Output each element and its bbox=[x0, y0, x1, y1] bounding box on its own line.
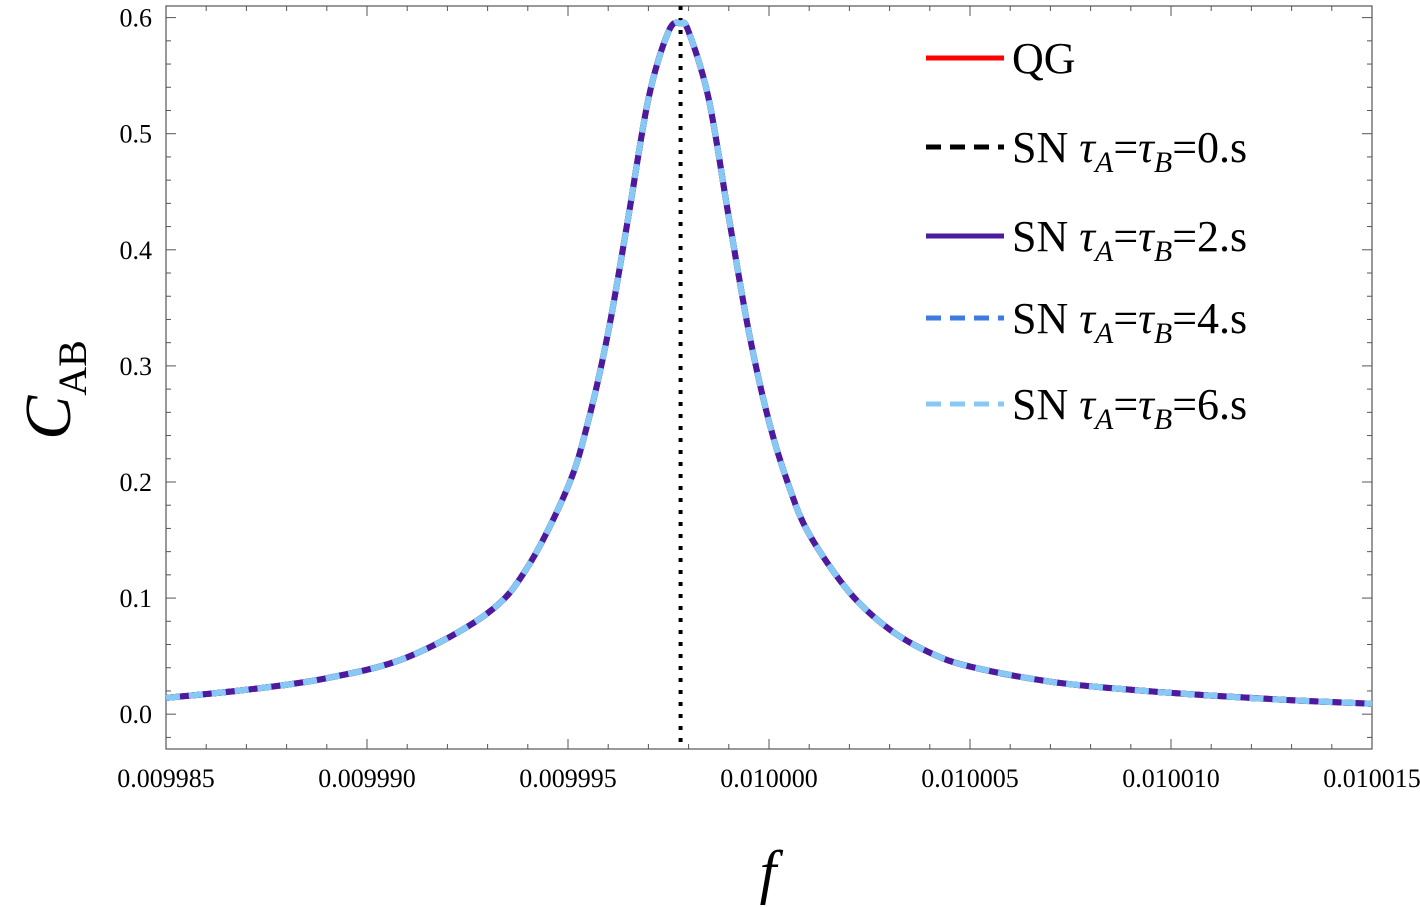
y-tick-label: 0.4 bbox=[120, 236, 153, 265]
x-tick-label: 0.010005 bbox=[921, 764, 1019, 793]
axes: 0.009985 0.009990 0.009995 0.010000 0.010005… bbox=[117, 4, 1420, 793]
legend: QG SN τA=τB=0.s SN τA=τB=2.s SN τA=τB=4.s SN… bbox=[926, 34, 1247, 436]
x-tick-label: 0.009990 bbox=[318, 764, 416, 793]
legend-label-3: SN τA=τB=4.s bbox=[1012, 294, 1247, 350]
x-tick-label: 0.010010 bbox=[1122, 764, 1220, 793]
plot-frame bbox=[165, 5, 1373, 750]
x-tick-label: 0.010015 bbox=[1323, 764, 1420, 793]
y-tick-label: 0.5 bbox=[120, 120, 153, 149]
series-lines bbox=[165, 19, 1373, 707]
legend-label-4: SN τA=τB=6.s bbox=[1012, 380, 1247, 436]
svg-text:CAB: CAB bbox=[12, 340, 95, 440]
y-tick-label: 0.3 bbox=[120, 352, 153, 381]
y-tick-label: 0.1 bbox=[120, 584, 153, 613]
legend-label-2: SN τA=τB=2.s bbox=[1012, 212, 1247, 268]
legend-label-0: QG bbox=[1012, 34, 1076, 83]
x-tick-label: 0.009985 bbox=[117, 764, 215, 793]
legend-label-1: SN τA=τB=0.s bbox=[1012, 123, 1247, 179]
y-tick-label: 0.0 bbox=[120, 700, 153, 729]
series-line-4 bbox=[165, 19, 1373, 707]
x-axis-title: f bbox=[760, 839, 784, 905]
x-tick-label: 0.010000 bbox=[720, 764, 818, 793]
x-tick-label: 0.009995 bbox=[519, 764, 617, 793]
y-axis-title-group: CAB bbox=[12, 340, 95, 440]
y-tick-label: 0.6 bbox=[120, 4, 153, 33]
y-axis-title: C bbox=[12, 395, 85, 440]
y-tick-label: 0.2 bbox=[120, 468, 153, 497]
y-axis-title-subscript: AB bbox=[50, 340, 95, 396]
